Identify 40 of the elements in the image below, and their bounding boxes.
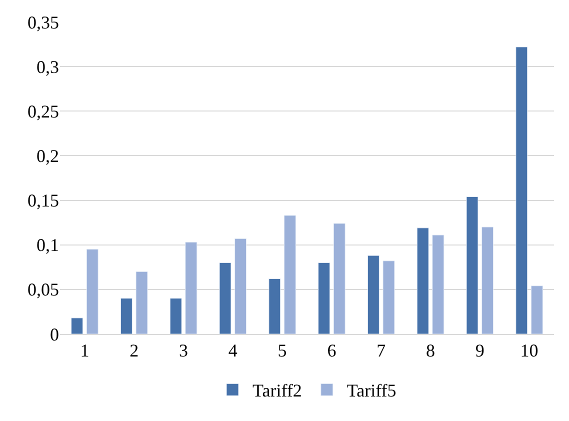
- bar: [284, 215, 296, 334]
- x-tick-label: 9: [475, 340, 484, 361]
- y-tick-label: 0,1: [36, 235, 59, 256]
- y-tick-label: 0,3: [36, 56, 59, 77]
- x-tick-label: 8: [426, 340, 435, 361]
- bar: [71, 318, 84, 334]
- bar: [432, 234, 444, 334]
- y-tick-label: 0,05: [28, 280, 59, 300]
- x-tick-label: 3: [179, 340, 188, 361]
- bar: [86, 249, 98, 334]
- x-tick-label: 2: [130, 340, 139, 361]
- y-tick-label: 0,25: [28, 101, 59, 122]
- bar: [170, 298, 182, 334]
- bar: [185, 242, 198, 334]
- bar: [367, 255, 380, 334]
- bar: [516, 46, 528, 334]
- bar: [120, 298, 132, 334]
- y-tick-label: 0,35: [28, 12, 59, 32]
- bar: [416, 228, 429, 334]
- x-tick-label: 4: [228, 340, 238, 361]
- bar: [234, 238, 247, 334]
- legend-label: Tariff5: [346, 380, 396, 401]
- bar: [219, 262, 232, 334]
- bar: [136, 271, 148, 334]
- bar: [333, 223, 346, 334]
- bar: [318, 262, 330, 334]
- bar: [530, 286, 543, 334]
- x-tick-label: 6: [327, 340, 336, 361]
- x-tick-label: 1: [80, 340, 90, 361]
- x-tick-label: 7: [376, 340, 386, 361]
- y-tick-label: 0: [50, 324, 59, 344]
- x-tick-label: 10: [520, 340, 538, 361]
- legend-label: Tariff2: [252, 380, 302, 401]
- bar: [482, 226, 494, 334]
- x-tick-label: 5: [278, 340, 287, 361]
- y-tick-label: 0,2: [36, 146, 59, 166]
- bar: [466, 196, 478, 334]
- bar: [268, 278, 281, 334]
- bar: [382, 260, 395, 334]
- y-tick-label: 0,15: [28, 190, 59, 211]
